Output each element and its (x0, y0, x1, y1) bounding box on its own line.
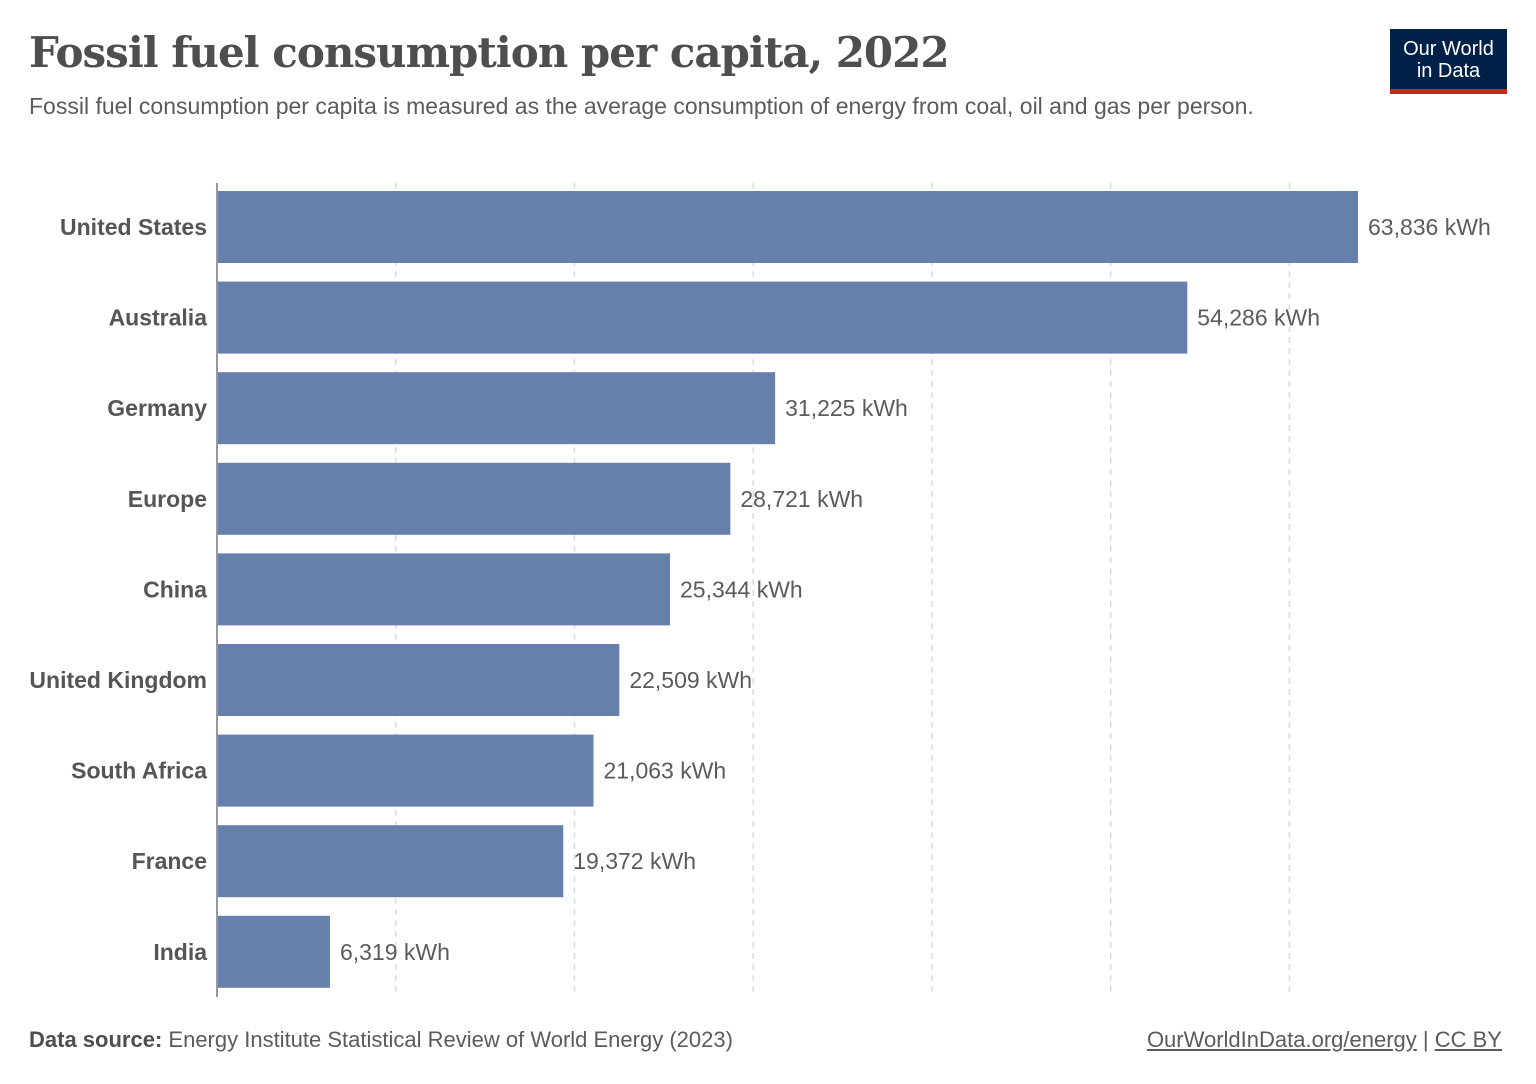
data-label: 19,372 kWh (573, 848, 696, 874)
data-label: 6,319 kWh (340, 939, 450, 965)
owid-logo[interactable]: Our World in Data (1390, 29, 1507, 94)
category-label: Europe (128, 486, 207, 512)
category-label: United Kingdom (29, 667, 207, 693)
data-source-label: Data source: (29, 1027, 163, 1052)
bar[interactable] (217, 191, 1358, 263)
bar[interactable] (217, 462, 731, 535)
category-label: India (153, 939, 207, 965)
energy-link[interactable]: OurWorldInData.org/energy (1146, 1027, 1417, 1052)
data-label: 54,286 kWh (1197, 305, 1320, 331)
separator: | (1422, 1027, 1429, 1052)
logo-line-2: in Data (1416, 60, 1481, 82)
data-label: 63,836 kWh (1368, 214, 1491, 240)
category-label: South Africa (71, 758, 207, 784)
chart-subtitle: Fossil fuel consumption per capita is me… (29, 93, 1254, 119)
bar[interactable] (217, 734, 594, 807)
category-label: United States (60, 214, 207, 240)
data-source: Data source: Energy Institute Statistica… (29, 1027, 733, 1053)
license-link[interactable]: CC BY (1434, 1027, 1502, 1052)
bar[interactable] (217, 825, 564, 898)
chart-title: Fossil fuel consumption per capita, 2022 (29, 28, 950, 77)
data-source-text: Energy Institute Statistical Review of W… (168, 1027, 733, 1052)
logo-line-1: Our World (1403, 38, 1494, 60)
bar[interactable] (217, 281, 1188, 354)
data-label: 31,225 kWh (785, 395, 908, 421)
data-label: 25,344 kWh (680, 576, 803, 602)
category-label: France (132, 848, 207, 874)
category-label: China (143, 576, 207, 602)
footer-links: OurWorldInData.org/energy | CC BY (1147, 1027, 1502, 1053)
bar[interactable] (217, 372, 776, 445)
category-label: Germany (107, 395, 207, 421)
data-label: 22,509 kWh (629, 667, 752, 693)
data-label: 21,063 kWh (603, 758, 726, 784)
bar[interactable] (217, 915, 330, 988)
bar[interactable] (217, 644, 620, 716)
data-label: 28,721 kWh (740, 486, 863, 512)
category-label: Australia (109, 305, 208, 331)
bar[interactable] (217, 553, 670, 626)
